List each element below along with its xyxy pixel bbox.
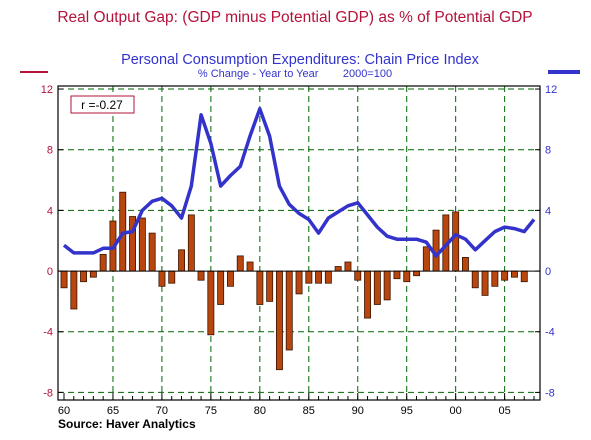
output-gap-bar [266, 270, 274, 302]
left-axis-tick-label: -8 [43, 387, 53, 399]
correlation-annotation: r =-0.27 [70, 95, 135, 114]
output-gap-bar [285, 270, 293, 351]
output-gap-bar [520, 270, 528, 283]
output-gap-bar [295, 270, 303, 295]
output-gap-bar [383, 270, 391, 301]
x-axis-tick-label: 75 [205, 405, 217, 417]
output-gap-bar [452, 211, 460, 272]
output-gap-bar [393, 270, 401, 280]
output-gap-bar [422, 246, 430, 272]
pce-series-line [62, 107, 536, 258]
output-gap-bar [510, 270, 518, 278]
output-gap-bar [373, 270, 381, 305]
output-gap-bar [226, 270, 234, 287]
output-gap-bar [471, 270, 479, 289]
output-gap-bar [354, 270, 362, 281]
output-gap-bar [275, 270, 283, 371]
left-axis-tick-label: 4 [47, 205, 53, 217]
output-gap-bar [305, 270, 313, 284]
output-gap-bar [246, 261, 254, 272]
output-gap-bar [364, 270, 371, 319]
left-axis-tick-label: 8 [47, 145, 53, 157]
output-gap-bar [481, 270, 489, 296]
chart-subtitle: Personal Consumption Expenditures: Chain… [121, 52, 480, 68]
left-axis-tick-label: 12 [41, 84, 53, 96]
output-gap-bar [491, 270, 499, 287]
output-gap-bar [99, 253, 107, 272]
x-axis-tick-label: 80 [254, 405, 266, 417]
right-axis-tick-label: 4 [545, 205, 551, 217]
x-axis-tick-label: 00 [450, 405, 462, 417]
output-gap-bar [60, 270, 68, 289]
output-gap-bar [236, 255, 244, 272]
output-gap-bar [89, 270, 97, 278]
x-axis-tick-label: 95 [401, 405, 413, 417]
output-gap-bar [501, 270, 509, 281]
output-gap-bar [217, 270, 225, 305]
output-gap-bar [256, 270, 264, 305]
output-gap-bar [334, 266, 342, 272]
output-gap-bar [178, 249, 185, 272]
right-axis-tick-label: 8 [545, 145, 551, 157]
output-gap-bar [148, 232, 156, 272]
output-gap-bar [158, 270, 166, 287]
x-axis-tick-label: 70 [156, 405, 168, 417]
correlation-annotation-text: r =-0.27 [81, 98, 123, 112]
output-gap-bar [197, 270, 205, 281]
output-gap-bar [413, 270, 420, 277]
right-axis-tick-label: 12 [545, 84, 557, 96]
x-axis-tick-label: 60 [58, 405, 70, 417]
right-axis-tick-label: 0 [545, 266, 551, 278]
x-axis-tick-label: 85 [303, 405, 315, 417]
grid-lines [58, 86, 540, 400]
output-gap-bar [403, 270, 411, 283]
output-gap-bar [168, 270, 176, 284]
x-axis-tick-label: 90 [352, 405, 364, 417]
output-gap-bar [207, 270, 215, 336]
x-axis-tick-label: 05 [499, 405, 511, 417]
right-axis-tick-label: -4 [545, 327, 555, 339]
left-axis-tick-label: -4 [43, 327, 53, 339]
output-gap-bar [315, 270, 322, 284]
x-axis-tick-label: 65 [107, 405, 119, 417]
output-gap-bar [80, 270, 87, 283]
left-axis-tick-label: 0 [47, 266, 53, 278]
output-gap-bar [461, 256, 469, 272]
output-gap-bar [344, 261, 352, 272]
source-label: Source: Haver Analytics [58, 417, 196, 431]
correlation-annotation-box [70, 95, 135, 114]
right-axis-tick-label: -8 [545, 387, 555, 399]
chart-title: Real Output Gap: (GDP minus Potential GD… [57, 9, 532, 26]
pce-price-index-line [62, 107, 536, 258]
output-gap-bar [138, 217, 146, 272]
output-gap-bar [324, 270, 332, 284]
output-gap-bar [70, 270, 78, 310]
output-gap-bar [187, 214, 195, 272]
axes: 12 8 4 0 -4 -8 12 8 4 0 -4 -8 60 65 70 75 80 85 90 95 00 05 [41, 84, 558, 417]
chart-subtitle-note: % Change - Year to Year 2000=100 [198, 68, 392, 80]
